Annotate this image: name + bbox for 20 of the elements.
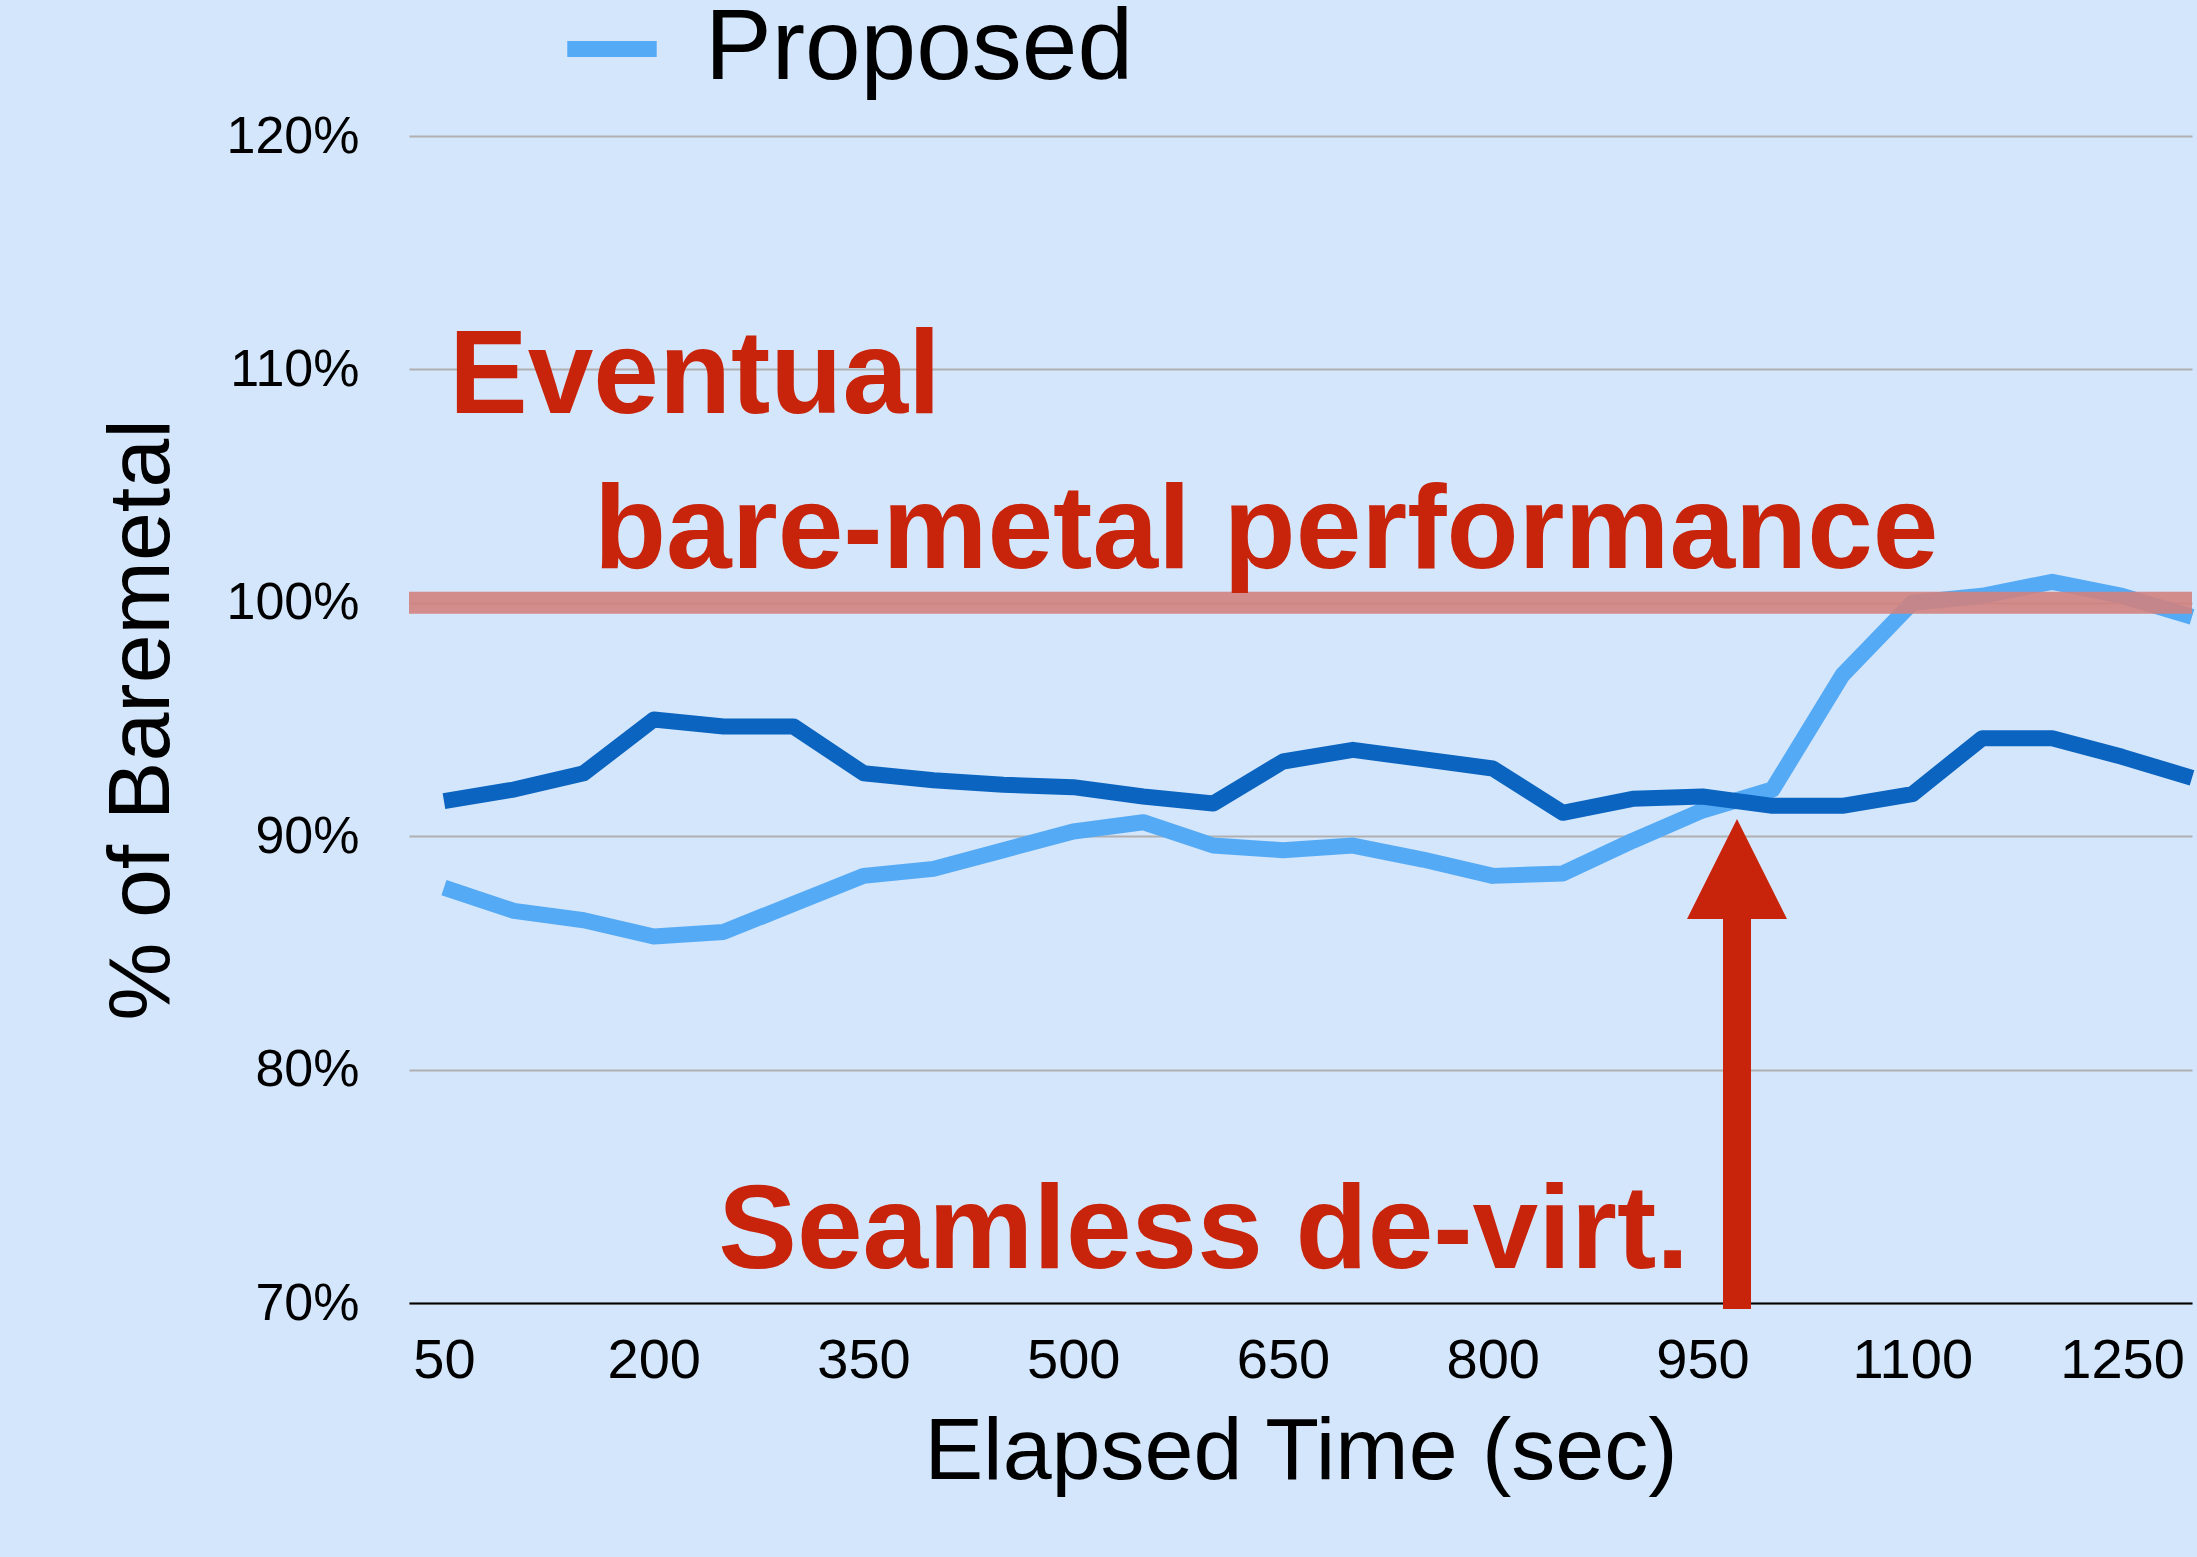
x-tick-label: 1250 bbox=[2060, 1326, 2185, 1390]
x-tick-label: 200 bbox=[607, 1326, 701, 1390]
legend-label: Proposed bbox=[705, 0, 1134, 100]
x-tick-label: 50 bbox=[413, 1326, 476, 1390]
y-tick-label: 120% bbox=[226, 105, 360, 164]
x-tick-label: 1100 bbox=[1852, 1326, 1974, 1390]
annotation: Seamless de-virt. bbox=[718, 1161, 1689, 1293]
y-tick-label: 110% bbox=[230, 338, 360, 397]
y-tick-label: 80% bbox=[255, 1039, 360, 1098]
x-tick-label: 650 bbox=[1236, 1326, 1331, 1390]
y-tick-label: 100% bbox=[226, 572, 360, 631]
x-tick-label: 350 bbox=[817, 1326, 911, 1390]
y-tick-label: 90% bbox=[255, 805, 360, 864]
ref-line-label: Eventual bare-metal performance bbox=[449, 305, 1939, 593]
x-tick-label: 500 bbox=[1027, 1326, 1121, 1390]
x-tick-label: 800 bbox=[1446, 1326, 1540, 1390]
y-tick-label: 70% bbox=[255, 1272, 360, 1331]
x-axis-title: Elapsed Time (sec) bbox=[924, 1398, 1678, 1498]
x-tick-label: 950 bbox=[1656, 1326, 1750, 1390]
y-axis-title: % of Baremetal bbox=[88, 419, 188, 1021]
